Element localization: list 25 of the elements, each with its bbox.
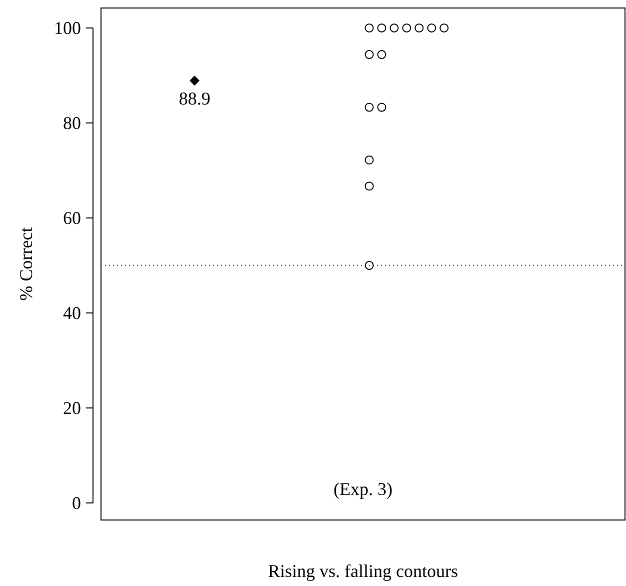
point <box>390 23 399 32</box>
point <box>364 260 374 270</box>
point <box>364 155 374 164</box>
x-axis-title: Rising vs. falling contours <box>268 561 458 581</box>
y-tick-label: 80 <box>63 113 81 134</box>
point <box>377 23 386 32</box>
point <box>364 102 374 112</box>
y-axis-title: % Correct <box>16 227 36 301</box>
y-tick-label: 0 <box>72 493 81 514</box>
y-tick-label: 60 <box>63 208 81 228</box>
data-label: 88.9 <box>178 88 210 109</box>
point <box>377 50 386 60</box>
point <box>427 23 436 32</box>
point <box>364 23 374 32</box>
y-tick-label: 100 <box>54 18 81 38</box>
y-tick-label: 20 <box>63 398 81 418</box>
point <box>402 23 412 32</box>
annotation: (Exp. 3) <box>334 479 392 499</box>
point <box>440 23 449 32</box>
y-tick-label: 40 <box>63 303 81 324</box>
point <box>364 50 374 60</box>
point <box>364 182 374 191</box>
point <box>377 102 386 112</box>
point <box>190 76 200 86</box>
point <box>414 23 424 32</box>
